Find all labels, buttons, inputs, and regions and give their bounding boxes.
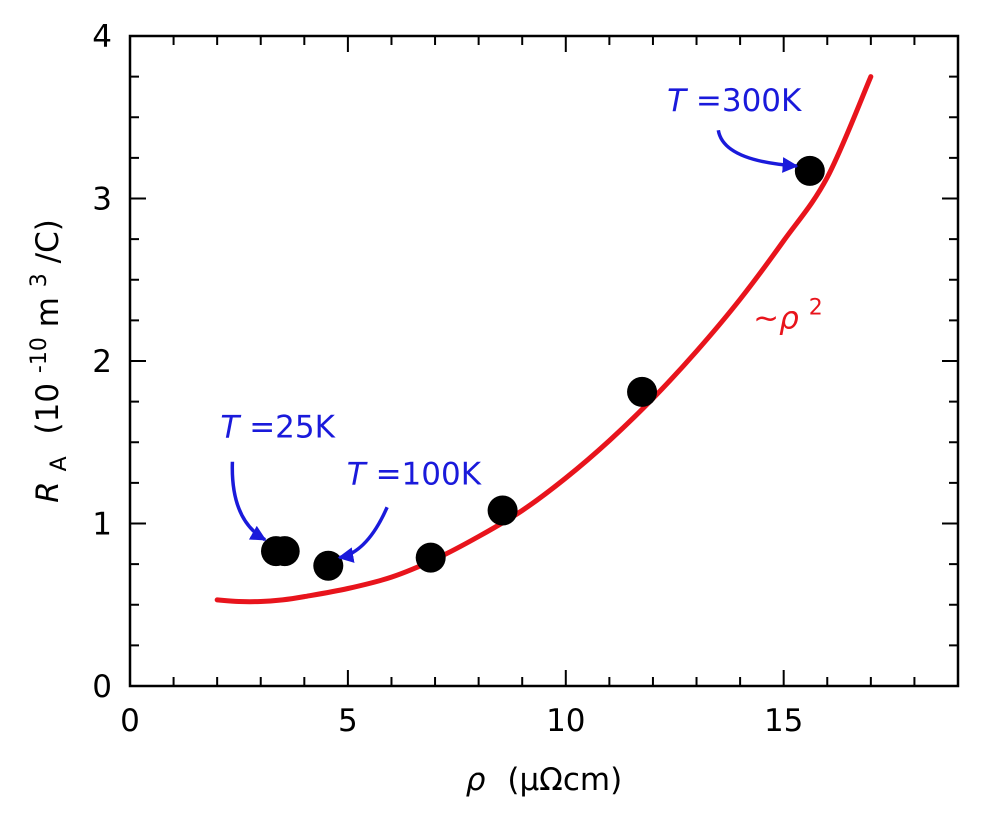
y-tick-label: 0 (92, 669, 112, 705)
data-point (415, 542, 446, 573)
y-tick-label: 4 (92, 19, 112, 55)
data-point (313, 550, 344, 581)
annotation-t100k-value: =100K (376, 457, 482, 493)
x-tick-label: 15 (764, 703, 803, 739)
y-tick-label: 2 (92, 344, 112, 380)
data-point (487, 495, 518, 526)
annotation-arrow-t300 (716, 129, 799, 173)
data-point (627, 376, 658, 407)
fit-curve (214, 74, 874, 605)
y-axis-units-prefix: (10 (30, 383, 66, 435)
x-tick-label: 0 (120, 703, 140, 739)
annotation-t300k: T =300K (667, 83, 802, 119)
y-axis-units-exponent2: 3 (27, 273, 52, 287)
annotation-t100k-symbol: T (347, 457, 368, 493)
annotation-t25k: T =25K (220, 409, 335, 445)
fit-curve-label: ~ρ 2 (753, 296, 823, 337)
fit-curve-layer (214, 74, 874, 605)
tick-layer: 0 5 10 15 0 1 2 3 4 (92, 19, 959, 739)
y-axis-subscript: A (47, 456, 72, 471)
x-tick-label: 10 (546, 703, 585, 739)
y-axis-units-suffix: /C) (30, 219, 66, 263)
y-axis-units-exponent: -10 (27, 337, 52, 373)
y-axis-units-mid: m (30, 297, 66, 327)
y-tick-label: 3 (92, 182, 112, 218)
x-axis-title: ρ (μΩcm) (466, 762, 622, 798)
annotation-t25k-value: =25K (249, 409, 335, 445)
data-point (794, 155, 825, 186)
data-points-layer (260, 155, 825, 581)
annotation-t25k-symbol: T (220, 409, 241, 445)
fit-label-symbol: ~ρ (753, 301, 799, 337)
annotation-arrow-t100 (337, 506, 389, 563)
annotation-layer (230, 129, 799, 563)
y-tick-label: 1 (92, 507, 112, 543)
x-tick-label: 5 (338, 703, 358, 739)
plot-frame (128, 34, 960, 688)
y-axis-symbol: R (30, 481, 66, 503)
annotation-t300k-symbol: T (667, 83, 688, 119)
y-axis-title: R A (10 -10 m 3 /C) (18, 219, 74, 503)
annotation-arrow-t25 (230, 461, 267, 542)
fit-label-exponent: 2 (809, 296, 823, 321)
x-axis-symbol: ρ (466, 762, 486, 798)
annotation-t100k: T =100K (347, 457, 482, 493)
x-axis-units: (μΩcm) (507, 762, 622, 798)
data-point (269, 536, 300, 567)
annotation-t300k-value: =300K (696, 83, 802, 119)
